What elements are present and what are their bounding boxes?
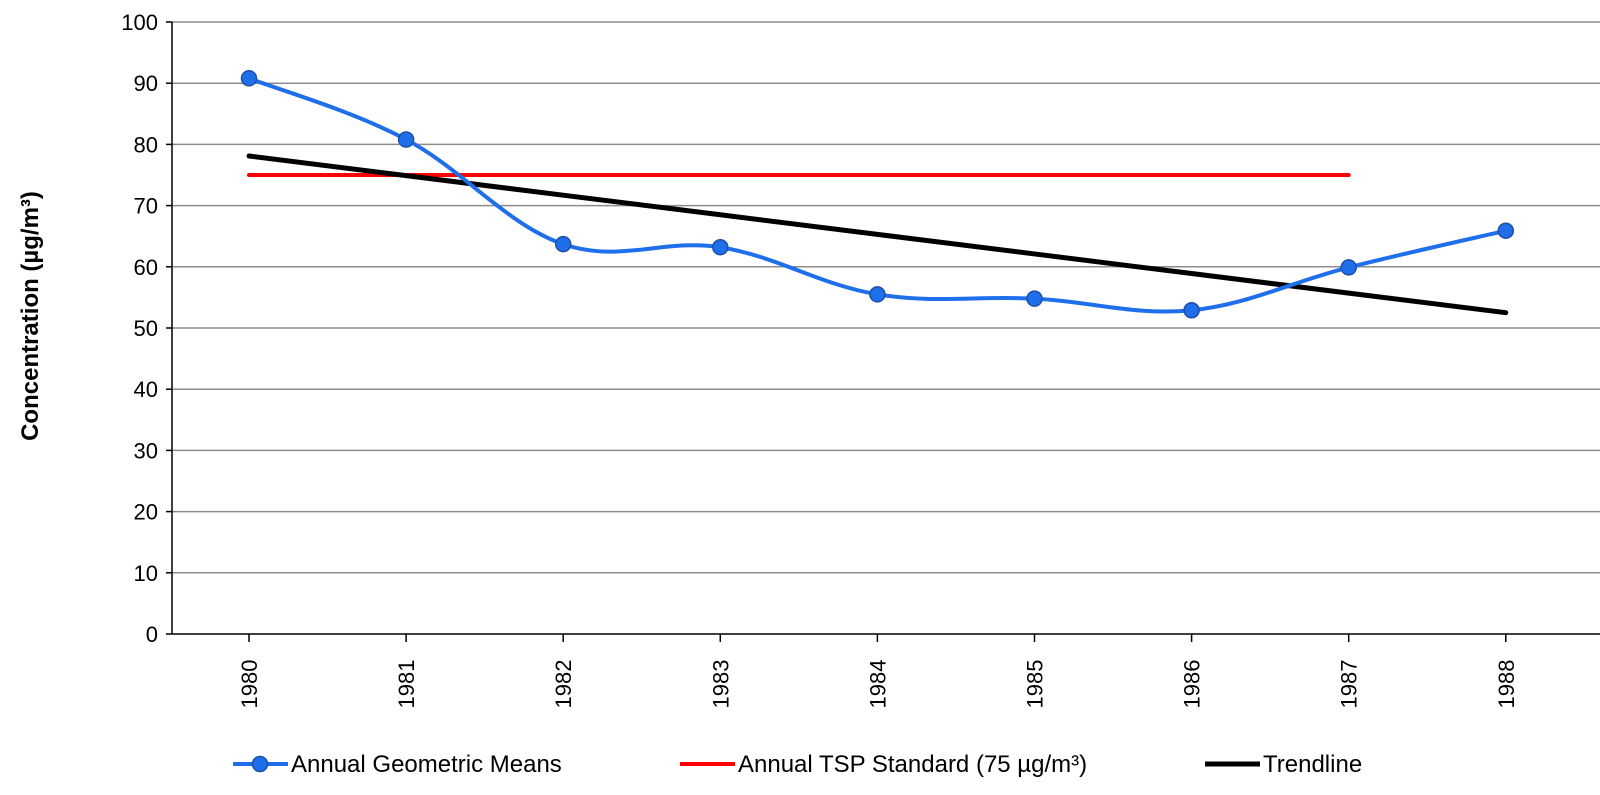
x-tick-label: 1986 <box>1180 660 1205 709</box>
x-tick-label: 1982 <box>551 660 576 709</box>
y-axis-label: Concentration (µg/m³) <box>17 191 44 441</box>
x-tick-label: 1984 <box>865 660 890 709</box>
y-tick-label: 0 <box>146 622 158 647</box>
data-point <box>1340 259 1357 276</box>
y-tick-label: 50 <box>134 316 158 341</box>
data-point <box>554 235 572 253</box>
series-line-trendline <box>246 153 1509 316</box>
y-tick-label: 20 <box>134 500 158 525</box>
legend: Annual Geometric Means Annual TSP Standar… <box>233 751 1362 778</box>
x-tick-label: 1985 <box>1023 660 1048 709</box>
legend-label: Annual TSP Standard (75 µg/m³) <box>738 751 1087 778</box>
legend-label: Annual Geometric Means <box>291 751 562 778</box>
data-point <box>1183 302 1200 319</box>
legend-marker <box>251 755 269 773</box>
data-point <box>240 70 258 87</box>
y-tick-label: 60 <box>134 255 158 280</box>
legend-label: Trendline <box>1263 751 1362 778</box>
y-axis-ticks: 0 10 20 30 40 50 60 70 80 90 100 <box>121 10 158 647</box>
gridlines <box>166 21 1600 635</box>
data-point <box>397 131 415 148</box>
data-point <box>712 238 729 256</box>
y-tick-label: 10 <box>134 561 158 586</box>
data-point <box>869 286 886 303</box>
x-tick-label: 1980 <box>237 660 262 709</box>
y-tick-label: 70 <box>134 194 158 219</box>
x-tick-label: 1987 <box>1337 660 1362 709</box>
series-line-annual-geometric-means <box>247 76 1508 314</box>
data-point <box>1026 290 1043 307</box>
x-axis-ticks: 1980 1981 1982 1983 1984 1985 1986 1987 1988 <box>237 634 1519 708</box>
x-tick-label: 1988 <box>1494 660 1519 709</box>
y-tick-label: 90 <box>134 71 158 96</box>
series-lines <box>240 70 1515 319</box>
y-tick-label: 80 <box>134 132 158 157</box>
y-tick-label: 30 <box>134 438 158 463</box>
data-point <box>1497 222 1515 239</box>
y-tick-label: 100 <box>121 10 158 35</box>
x-tick-label: 1983 <box>708 660 733 709</box>
y-tick-label: 40 <box>134 377 158 402</box>
x-tick-label: 1981 <box>394 660 419 709</box>
